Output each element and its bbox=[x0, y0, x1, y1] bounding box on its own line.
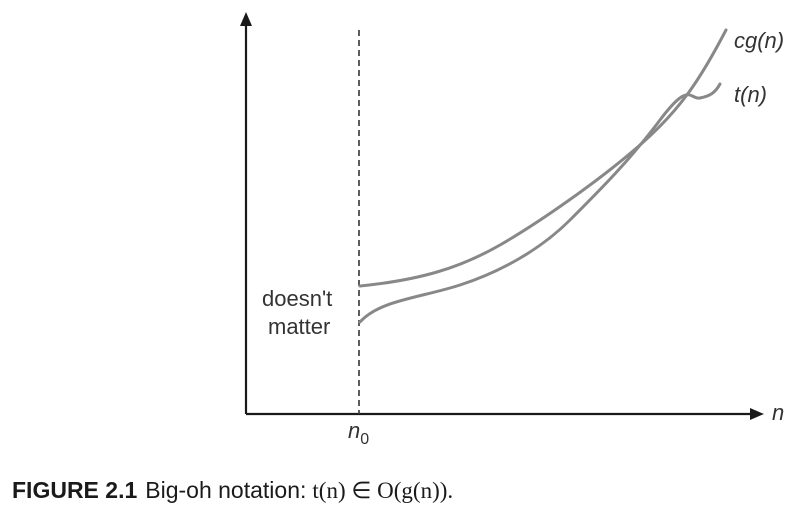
big-oh-diagram: cg(n) t(n) doesn't matter n n0 bbox=[240, 12, 784, 448]
x-axis-arrow-icon bbox=[750, 408, 764, 420]
figure-number: FIGURE 2.1 bbox=[12, 477, 138, 503]
doesnt-label: doesn't bbox=[262, 286, 332, 311]
t-label: t(n) bbox=[734, 82, 767, 107]
matter-label: matter bbox=[268, 314, 330, 339]
figure-caption-text: Big-oh notation: bbox=[145, 477, 307, 503]
figure-caption: FIGURE 2.1 Big-oh notation: t(n) ∈ O(g(n))… bbox=[12, 473, 802, 507]
n-axis-label: n bbox=[772, 400, 784, 425]
y-axis-arrow-icon bbox=[240, 12, 252, 26]
cg-curve bbox=[358, 28, 728, 288]
cg-label: cg(n) bbox=[734, 28, 784, 53]
n0-label: n0 bbox=[348, 418, 369, 448]
figure-caption-math: t(n) ∈ O(g(n)). bbox=[312, 478, 454, 503]
t-curve bbox=[358, 82, 722, 324]
